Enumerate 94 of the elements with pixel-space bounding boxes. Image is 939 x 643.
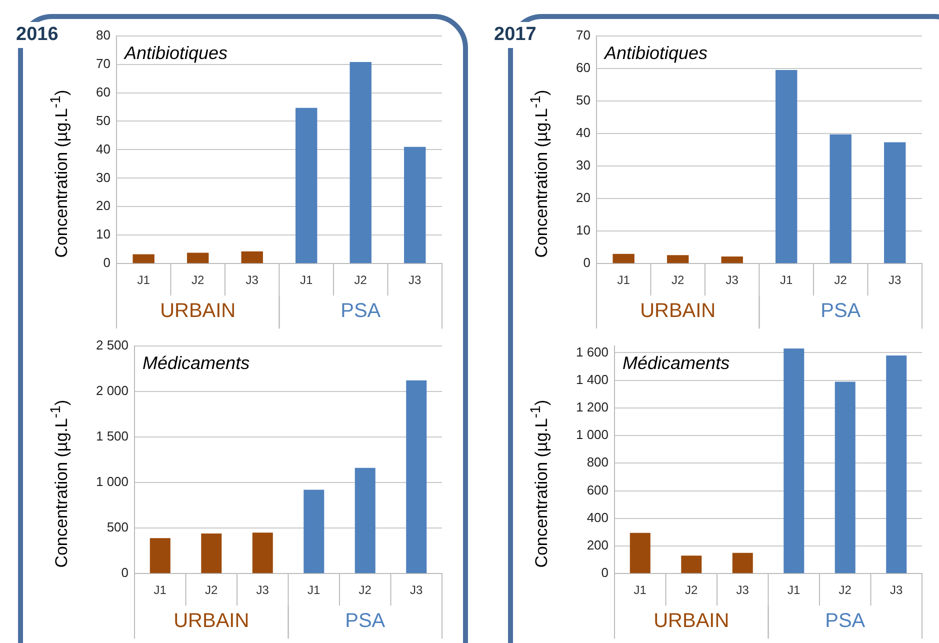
x-tick-label: J2 [192,273,204,288]
bar [150,538,170,574]
y-tick-label: 1 000 [96,474,129,490]
y-tick-label: 20 [96,198,110,214]
bar [630,532,650,574]
y-tick-label: 20 [576,190,590,206]
series-label: PSA [825,610,866,632]
y-tick-label: 0 [601,565,609,580]
y-tick-label: 70 [576,27,590,42]
x-tick-label: J2 [838,583,852,598]
y-tick-label: 0 [583,255,590,270]
x-tick-label: J1 [634,583,647,598]
chart-title: Antibiotiques [603,42,708,63]
x-tick-label: J3 [408,273,422,288]
text: 2017 [490,22,540,48]
x-tick-label: J3 [256,583,270,598]
x-tick-label: J3 [888,273,902,288]
bar [784,348,804,574]
x-tick-label: J1 [617,273,630,288]
bar [201,534,222,574]
y-tick-label: 1 500 [96,428,129,444]
y-tick-label: 50 [96,112,110,128]
bar [404,146,426,264]
bar [354,468,376,574]
bar [350,62,372,264]
chart-title: Médicaments [142,352,250,373]
y-tick-label: 10 [96,226,110,242]
y-tick-label: 2 500 [96,337,129,352]
x-tick-label: J2 [685,583,698,598]
x-tick-label: J3 [726,273,739,288]
x-tick-label: J3 [736,583,750,598]
bar [186,252,209,264]
text: 2016 [12,22,62,48]
bar [241,251,263,264]
y-tick-label: 2 000 [96,382,129,398]
bar [296,108,318,264]
y-tick-label: 80 [96,27,110,42]
bar [406,380,427,574]
bar [304,490,324,574]
bar [721,256,743,264]
bar [776,70,798,264]
y-tick-label: 0 [121,565,129,580]
chart-title: Médicaments [622,352,730,373]
y-tick-label: 0 [103,255,110,270]
y-tick-label: 600 [586,482,609,498]
bar [884,142,906,264]
bar [612,254,634,264]
x-tick-label: J3 [890,583,904,598]
y-tick-label: 1 400 [576,372,609,387]
y-tick-label: 400 [586,510,609,525]
bar [732,552,753,574]
y-tick-label: 1 000 [576,427,609,442]
y-tick-label: 40 [576,125,590,140]
y-tick-label: 30 [96,170,110,185]
bar [132,254,154,264]
y-tick-label: 10 [576,222,590,238]
series-label: PSA [820,300,862,322]
y-tick-label: 40 [96,141,110,156]
x-tick-label: J3 [410,583,424,598]
bar [834,382,856,574]
x-tick-label: J1 [154,583,167,598]
x-tick-label: J1 [137,273,150,288]
x-tick-label: J2 [672,273,684,288]
x-tick-label: J1 [308,583,321,598]
y-tick-label: 1 600 [576,344,609,360]
x-tick-label: J1 [788,583,801,598]
bar [830,134,852,264]
y-tick-label: 800 [586,454,609,470]
y-tick-label: 60 [576,60,590,75]
series-label: URBAIN [654,610,730,632]
bar [886,355,907,574]
series-label: URBAIN [640,300,716,322]
x-tick-label: J2 [834,273,848,288]
y-tick-label: 60 [96,84,110,100]
x-tick-label: J2 [205,583,218,598]
y-tick-label: 70 [96,56,110,71]
x-tick-label: J3 [246,273,259,288]
y-tick-label: 200 [586,538,609,553]
y-tick-label: 500 [106,520,129,535]
x-tick-label: J2 [358,583,372,598]
bar [666,255,689,264]
x-tick-label: J1 [780,273,794,288]
bar [681,556,702,574]
x-tick-label: J1 [300,273,314,288]
x-tick-label: J2 [354,273,368,288]
bar [252,532,273,574]
series-label: URBAIN [160,300,236,322]
chart-title: Antibiotiques [123,42,228,63]
series-label: PSA [345,610,386,632]
series-label: PSA [340,300,382,322]
y-tick-label: 1 200 [576,400,609,415]
y-tick-label: 30 [576,158,590,173]
series-label: URBAIN [174,610,250,632]
y-tick-label: 50 [576,92,590,108]
